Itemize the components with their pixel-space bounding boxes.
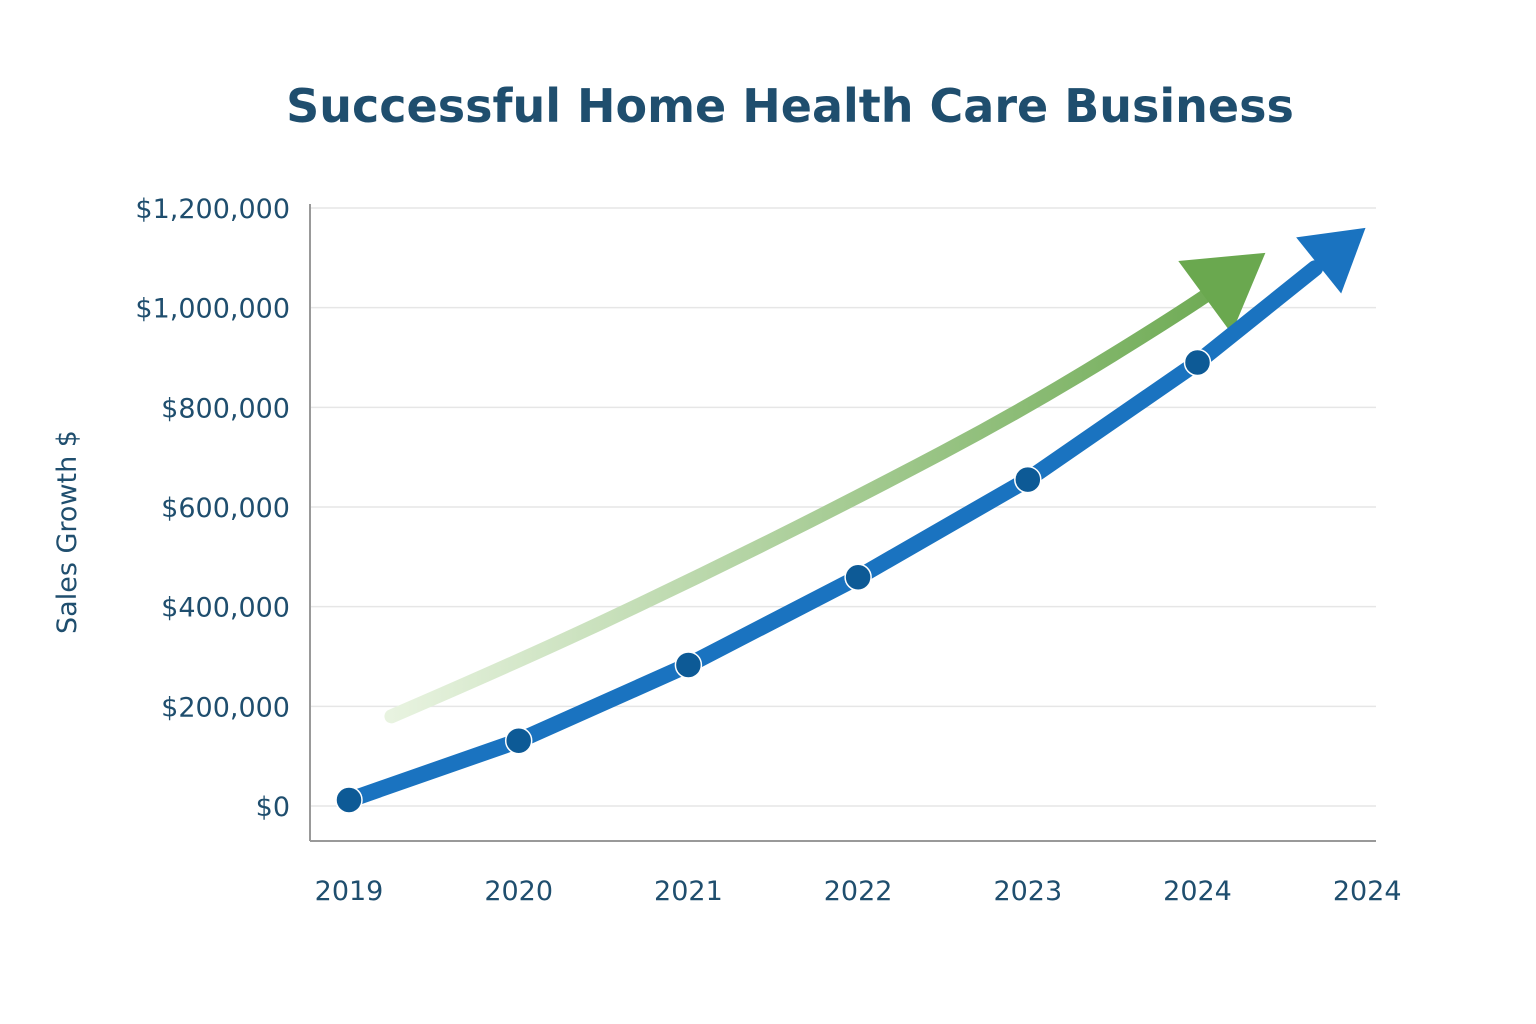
x-axis-ticks: 2019 2020 2021 2022 2023 2024 2024 [315,876,1402,907]
y-tick-label: $800,000 [161,393,290,424]
y-axis-label: Sales Growth $ [52,430,83,634]
trend-arrow-line [384,270,1239,724]
data-point [504,726,533,755]
series [335,227,1366,814]
x-tick-label: 2023 [993,876,1062,907]
sales-line [341,260,1324,809]
x-tick-label: 2021 [654,876,723,907]
gridlines [310,207,1376,807]
data-point [844,563,872,592]
data-point [1183,348,1212,377]
trend-arrow-head [1178,252,1266,334]
x-tick-label: 2024 [1333,876,1402,907]
y-tick-label: $1,000,000 [135,294,290,325]
chart-title: Successful Home Health Care Business [286,79,1294,133]
data-point [674,651,703,679]
x-tick-label: 2024 [1163,876,1232,907]
y-tick-label: $200,000 [161,692,290,723]
y-axis-ticks: $0 $200,000 $400,000 $600,000 $800,000 $1,000… [135,194,290,823]
sales-arrow-head [1296,227,1366,294]
x-tick-label: 2019 [315,876,384,907]
y-tick-label: $1,200,000 [135,194,290,225]
y-tick-label: $0 [256,792,290,823]
data-point [335,786,363,814]
x-tick-label: 2022 [824,876,893,907]
x-tick-label: 2020 [484,876,553,907]
y-tick-label: $400,000 [161,593,290,624]
data-point [1014,465,1042,494]
y-tick-label: $600,000 [161,493,290,524]
